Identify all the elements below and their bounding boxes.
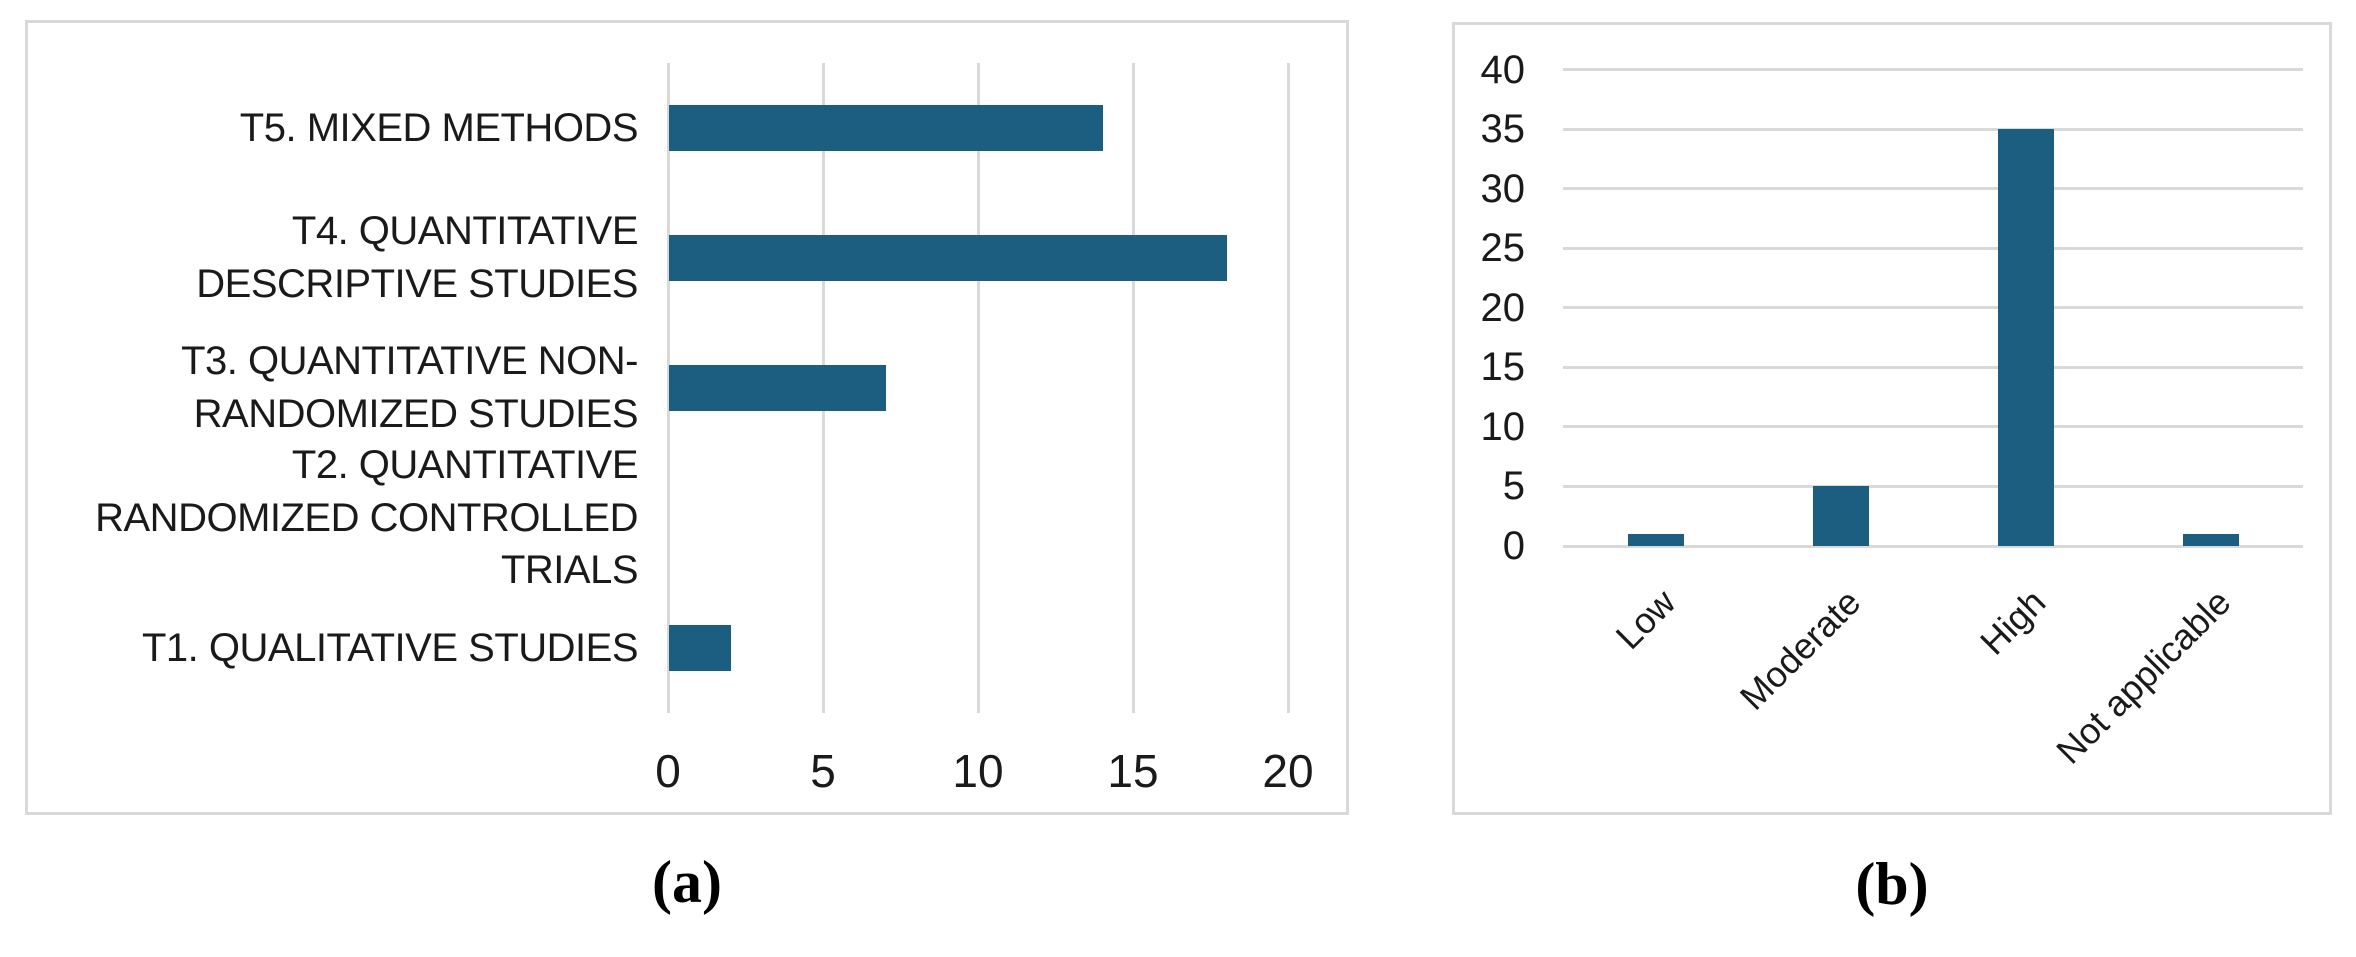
category-label: T1. QUALITATIVE STUDIES bbox=[142, 625, 639, 670]
category-label: T2. QUANTITATIVE RANDOMIZED CONTROLLED T… bbox=[95, 442, 638, 593]
x-tick-label-5: 5 bbox=[810, 745, 836, 797]
gridline-y-30 bbox=[1563, 187, 2303, 191]
x-tick-label-15: 15 bbox=[1107, 745, 1159, 797]
gridline-y-5 bbox=[1563, 484, 2303, 488]
y-tick-label-15: 15 bbox=[1480, 345, 1526, 390]
category-label: T4. QUANTITATIVE DESCRIPTIVE STUDIES bbox=[196, 209, 638, 306]
gridline-y-25 bbox=[1563, 246, 2303, 250]
y-tick-label-20: 20 bbox=[1480, 285, 1526, 330]
gridline-x-10 bbox=[976, 63, 980, 713]
bar-moderate bbox=[1812, 486, 1869, 546]
caption-b: (b) bbox=[1855, 851, 1929, 917]
y-tick-label-0: 0 bbox=[1502, 524, 1525, 568]
bar-5 bbox=[669, 105, 1103, 151]
gridline-x-20 bbox=[1286, 63, 1290, 713]
x-category-label: Low bbox=[1608, 581, 1684, 657]
bar-low bbox=[1627, 534, 1684, 546]
x-tick-label-0: 0 bbox=[655, 745, 681, 797]
x-category-label: Not applicable bbox=[2048, 581, 2239, 772]
caption-a: (a) bbox=[652, 849, 722, 915]
chart-a-panel: 0 5 10 15 20 T5. MIXED METHODS T4. QUANTITATIV… bbox=[25, 20, 1349, 815]
gridline-y-35 bbox=[1563, 127, 2303, 131]
x-tick-label-10: 10 bbox=[952, 745, 1004, 797]
bar-high bbox=[1997, 129, 2054, 546]
gridline-y-20 bbox=[1563, 306, 2303, 310]
gridline-x-15 bbox=[1131, 63, 1135, 713]
y-tick-label-35: 35 bbox=[1480, 107, 1526, 152]
y-tick-label-30: 30 bbox=[1480, 166, 1526, 211]
x-category-label: High bbox=[1972, 581, 2054, 663]
y-tick-label-25: 25 bbox=[1480, 226, 1526, 271]
gridline-x-0 bbox=[666, 63, 670, 713]
bar-1 bbox=[669, 625, 731, 671]
y-tick-label-5: 5 bbox=[1502, 464, 1525, 509]
x-tick-label-20: 20 bbox=[1262, 745, 1314, 797]
y-tick-label-40: 40 bbox=[1480, 47, 1526, 92]
gridline-y-0 bbox=[1563, 544, 2303, 548]
gridline-y-15 bbox=[1563, 365, 2303, 369]
category-label: T5. MIXED METHODS bbox=[239, 105, 639, 150]
bar-3 bbox=[669, 365, 886, 411]
bar-4 bbox=[669, 235, 1227, 281]
chart-b-panel: 0 5 10 15 20 25 30 35 40 Low Moderate High Not appli… bbox=[1452, 22, 2332, 815]
bar-not-applicable bbox=[2182, 534, 2239, 546]
gridline-y-10 bbox=[1563, 425, 2303, 429]
x-category-label: Moderate bbox=[1732, 581, 1869, 718]
y-tick-label-10: 10 bbox=[1480, 404, 1526, 449]
category-label: T3. QUANTITATIVE NON-RANDOMIZED STUDIES bbox=[181, 339, 638, 436]
gridline-y-40 bbox=[1563, 68, 2303, 72]
